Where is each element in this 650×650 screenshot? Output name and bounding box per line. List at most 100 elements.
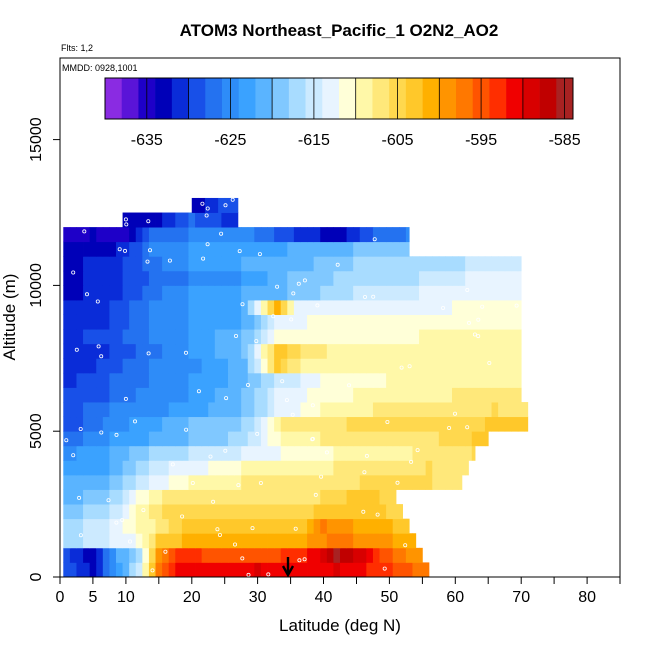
heatmap-cell [162, 387, 170, 403]
heatmap-cell [76, 358, 84, 374]
heatmap-cell [214, 300, 222, 315]
heatmap-cell [76, 533, 84, 549]
heatmap-cell [208, 387, 216, 403]
heatmap-cell [333, 416, 341, 432]
heatmap-cell [425, 300, 433, 315]
heatmap-cell [491, 329, 499, 345]
heatmap-cell [260, 343, 268, 359]
heatmap-cell [366, 314, 374, 330]
heatmap-cell [142, 431, 150, 447]
heatmap-cell [307, 227, 315, 243]
heatmap-cell [280, 329, 288, 345]
heatmap-cell [511, 402, 519, 418]
heatmap-cell [234, 256, 242, 272]
heatmap-cell [188, 343, 196, 359]
heatmap-cell [76, 241, 84, 257]
heatmap-cell [478, 329, 486, 345]
heatmap-cell [346, 372, 354, 388]
heatmap-cell [69, 533, 77, 549]
heatmap-cell [69, 504, 77, 520]
colorbar-swatch [506, 78, 524, 119]
plot-frame [59, 57, 621, 578]
heatmap-cell [274, 547, 282, 563]
observation-marker [466, 320, 471, 325]
heatmap-cell [498, 343, 506, 359]
heatmap-cell [122, 358, 130, 374]
heatmap-cell [188, 445, 196, 461]
heatmap-cell [142, 547, 150, 563]
heatmap-cell [102, 314, 110, 330]
heatmap-cell [359, 227, 367, 243]
heatmap-cell [89, 504, 97, 520]
heatmap-cell [326, 227, 334, 243]
heatmap-cell [201, 387, 209, 403]
heatmap-cell [511, 256, 519, 272]
heatmap-cell [181, 314, 189, 330]
heatmap-cell [524, 402, 529, 418]
heatmap-cell [109, 533, 117, 549]
heatmap-cell [247, 300, 255, 315]
heatmap-cell [96, 358, 104, 374]
x-axis-label: Latitude (deg N) [279, 616, 401, 635]
heatmap-cell [359, 343, 367, 359]
heatmap-cell [148, 504, 156, 520]
heatmap-cell [221, 562, 229, 578]
heatmap-cell [320, 431, 328, 447]
heatmap-cell [313, 256, 321, 272]
heatmap-cell [359, 533, 367, 549]
heatmap-cell [340, 343, 347, 359]
heatmap-cell [511, 285, 519, 301]
heatmap-cell [83, 547, 91, 563]
heatmap-cell [69, 518, 77, 534]
heatmap-cell [241, 460, 249, 476]
heatmap-cell [372, 241, 380, 257]
heatmap-cell [69, 256, 77, 272]
heatmap-cell [234, 562, 242, 578]
heatmap-cell [372, 300, 380, 315]
colorbar-swatch [188, 78, 206, 119]
heatmap-cell [432, 474, 440, 490]
heatmap-cell [228, 402, 235, 418]
heatmap-cell [208, 504, 216, 520]
heatmap-cell [148, 314, 156, 330]
observation-marker [74, 347, 79, 352]
heatmap-cell [419, 416, 427, 432]
heatmap-cell [228, 256, 235, 272]
observation-marker [335, 262, 340, 267]
heatmap-cell [69, 489, 77, 505]
heatmap-cell [69, 547, 77, 563]
heatmap-cell [313, 270, 321, 286]
x-tick-label: 10 [117, 589, 135, 606]
colorbar-swatch [422, 78, 440, 119]
heatmap-cell [135, 212, 143, 228]
heatmap-cell [142, 300, 150, 315]
heatmap-cell [142, 212, 150, 228]
heatmap-cell [300, 533, 308, 549]
heatmap-cell [498, 300, 506, 315]
heatmap-cell [320, 402, 328, 418]
heatmap-cell [162, 212, 170, 228]
heatmap-cell [425, 416, 433, 432]
heatmap-cell [326, 547, 334, 563]
heatmap-cell [135, 402, 143, 418]
heatmap-cell [432, 372, 440, 388]
heatmap-cell [340, 256, 347, 272]
heatmap-cell [69, 372, 77, 388]
heatmap-cell [142, 285, 150, 301]
observation-marker [447, 425, 452, 430]
heatmap-cell [366, 460, 374, 476]
heatmap-cell [326, 314, 334, 330]
heatmap-cell [293, 285, 301, 301]
heatmap-cell [129, 445, 137, 461]
heatmap-cell [326, 489, 334, 505]
heatmap-cell [313, 329, 321, 345]
colorbar-tick-label: -635 [131, 132, 163, 149]
heatmap-cell [221, 474, 229, 490]
heatmap-cell [109, 285, 117, 301]
heatmap-cell [353, 358, 361, 374]
heatmap-cell [102, 300, 110, 315]
heatmap-cell [320, 489, 328, 505]
heatmap-cell [247, 372, 255, 388]
heatmap-cell [221, 314, 229, 330]
heatmap-cell [208, 256, 216, 272]
